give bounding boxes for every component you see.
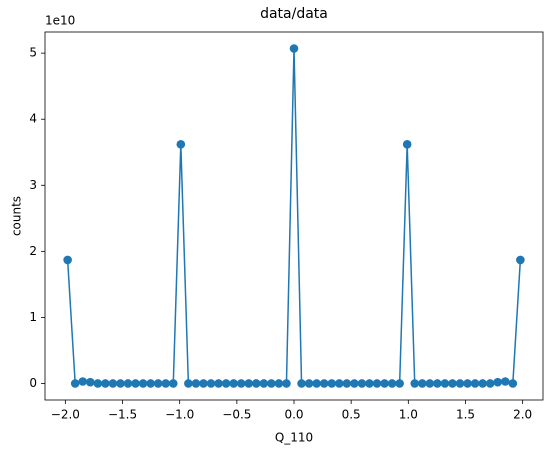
marker — [380, 379, 389, 388]
marker — [470, 379, 480, 388]
y-tick-label: 4 — [29, 112, 37, 126]
x-tick-label: 2.0 — [513, 408, 532, 422]
chart-title: data/data — [260, 6, 328, 22]
marker — [168, 379, 178, 388]
marker — [334, 379, 344, 388]
marker — [123, 379, 133, 388]
marker — [116, 379, 125, 388]
marker — [93, 379, 103, 388]
marker — [508, 379, 518, 388]
marker — [236, 379, 246, 388]
marker — [221, 379, 231, 388]
plot-frame — [44, 31, 544, 401]
x-tick-label: 0.0 — [284, 408, 303, 422]
y-tick-label: 5 — [29, 46, 37, 60]
x-axis-label: Q_110 — [275, 431, 313, 445]
y-tick-label: 0 — [29, 376, 37, 390]
marker — [500, 377, 510, 386]
x-tick-label: 0.5 — [342, 408, 361, 422]
marker — [259, 379, 269, 388]
marker — [312, 379, 321, 388]
marker — [365, 379, 374, 388]
marker — [146, 379, 155, 388]
x-tick-label: −2.0 — [51, 408, 80, 422]
marker — [138, 379, 148, 388]
marker — [206, 379, 216, 388]
marker — [455, 379, 465, 388]
marker — [199, 379, 208, 388]
marker — [297, 379, 306, 388]
x-tick-label: 1.0 — [399, 408, 418, 422]
x-tick-label: −1.5 — [108, 408, 137, 422]
x-tick-label: −1.0 — [165, 408, 194, 422]
marker — [85, 377, 95, 387]
marker — [176, 140, 186, 149]
y-tick-label: 2 — [29, 244, 37, 258]
marker — [372, 379, 382, 388]
marker — [153, 379, 163, 388]
marker — [478, 379, 487, 388]
marker — [63, 255, 72, 265]
marker — [357, 379, 367, 388]
marker — [395, 379, 404, 388]
marker — [485, 379, 495, 388]
marker — [319, 379, 329, 388]
marker — [161, 379, 171, 388]
marker — [304, 379, 314, 388]
marker — [267, 379, 276, 388]
y-axis-label: counts — [10, 196, 24, 236]
marker — [387, 379, 397, 388]
marker — [448, 379, 457, 388]
marker — [131, 379, 140, 388]
marker — [191, 379, 201, 388]
marker — [282, 379, 291, 388]
marker — [410, 379, 420, 388]
x-tick-label: 1.5 — [456, 408, 475, 422]
marker — [214, 379, 223, 388]
marker — [101, 379, 110, 388]
y-offset-label: 1e10 — [45, 14, 75, 28]
marker — [425, 379, 435, 388]
marker — [440, 379, 450, 388]
marker — [463, 379, 472, 388]
marker — [108, 379, 118, 388]
line — [66, 48, 522, 385]
marker — [516, 255, 525, 265]
marker — [78, 377, 88, 386]
marker — [493, 377, 503, 387]
marker — [70, 379, 80, 388]
marker — [417, 379, 427, 388]
marker — [433, 379, 442, 388]
marker — [342, 379, 352, 388]
marker — [251, 379, 261, 388]
marker — [274, 379, 284, 388]
x-tick-label: −0.5 — [222, 408, 251, 422]
marker — [350, 379, 359, 388]
marker — [229, 379, 238, 388]
marker — [327, 379, 337, 388]
y-tick-label: 3 — [29, 178, 37, 192]
marker — [244, 379, 254, 388]
marker — [402, 140, 412, 149]
marker — [289, 44, 299, 53]
y-tick-label: 1 — [29, 310, 37, 324]
marker — [184, 379, 193, 388]
